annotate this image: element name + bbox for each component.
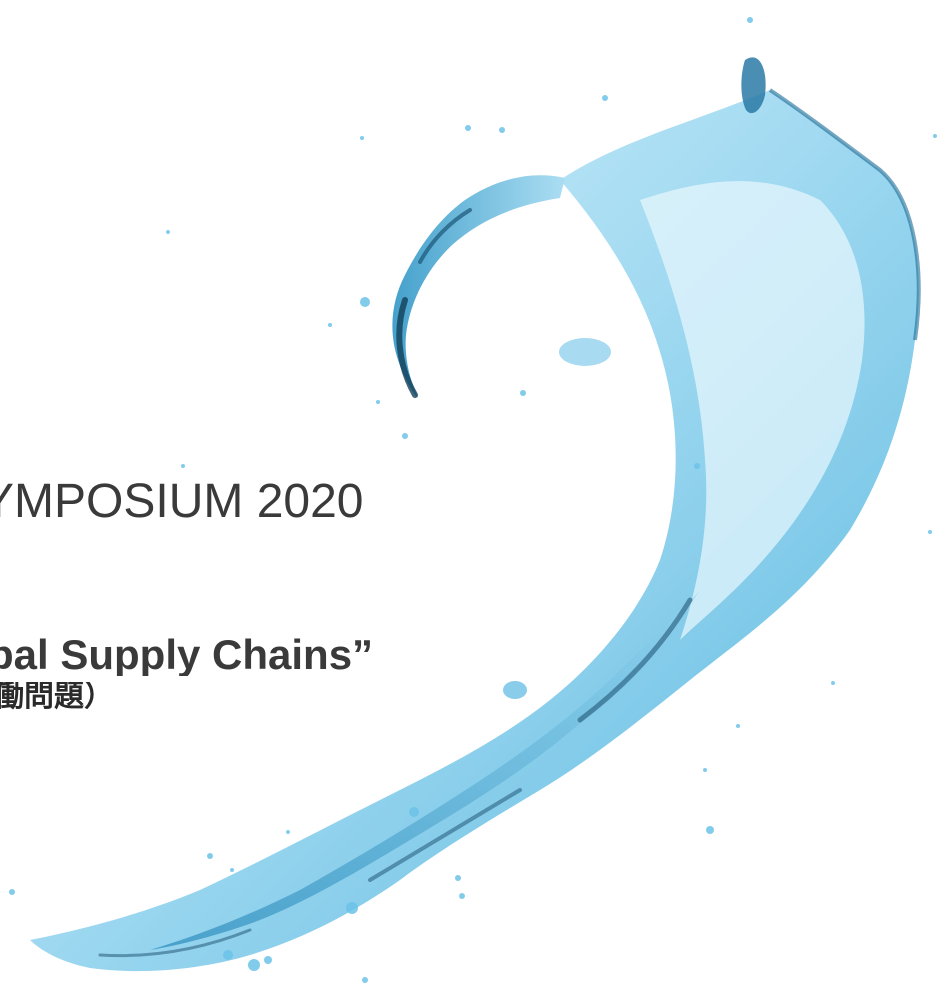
symposium-subtitle-text: bal Supply Chains” [0, 634, 374, 676]
symposium-subtitle-japanese-text: 働問題） [0, 682, 114, 712]
symposium-title-text: YMPOSIUM 2020 [0, 478, 364, 526]
symposium-subtitle-japanese: 働問題） [0, 682, 760, 712]
symposium-title: YMPOSIUM 2020 [0, 478, 760, 526]
symposium-subtitle: bal Supply Chains” [0, 634, 760, 676]
